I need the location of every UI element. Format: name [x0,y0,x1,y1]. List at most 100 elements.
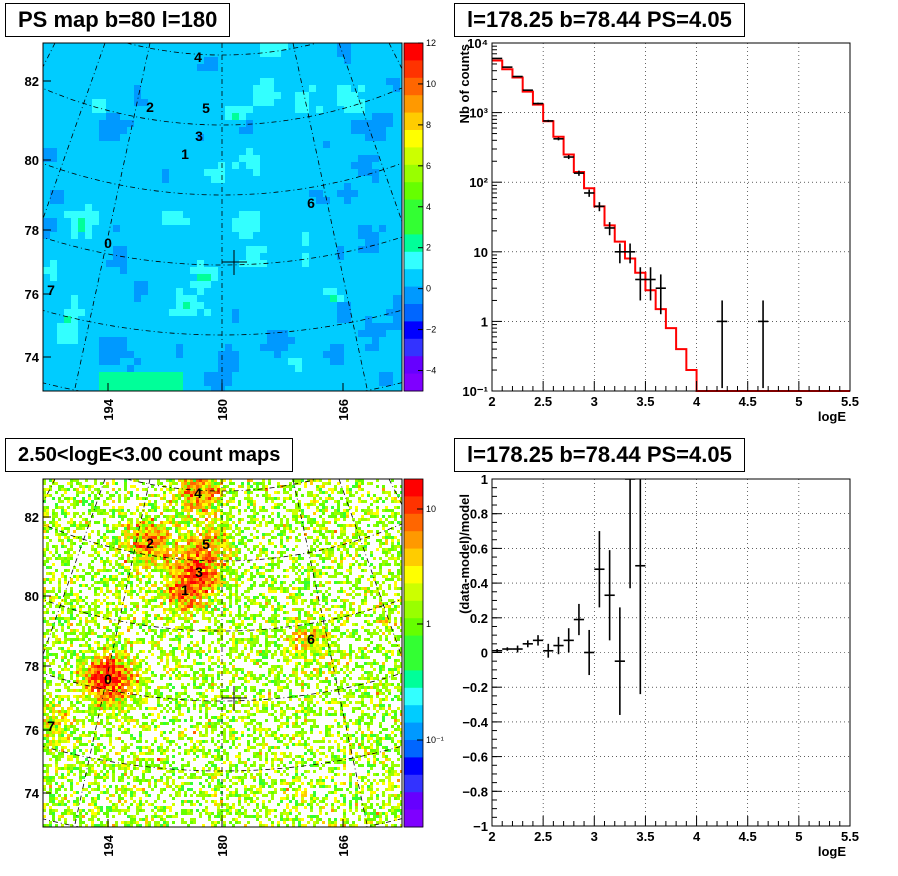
map-pixel [49,578,53,582]
map-pixel [85,788,89,792]
map-pixel [55,587,59,591]
map-pixel [155,92,163,100]
map-pixel [79,734,83,738]
map-pixel [232,190,240,198]
map-pixel [232,274,240,282]
map-pixel [169,337,177,345]
map-pixel [85,605,89,609]
map-pixel [73,629,77,633]
map-pixel [55,494,59,498]
map-pixel [239,351,247,359]
map-pixel [204,274,212,282]
colorbar-tick-label: 4 [426,202,431,212]
map-pixel [49,788,53,792]
map-pixel [73,578,77,582]
map-pixel [211,260,219,268]
map-pixel [183,372,191,380]
map-pixel [260,169,268,177]
map-pixel [323,99,331,107]
map-pixel [43,57,51,65]
map-pixel [99,141,107,149]
map-pixel [379,162,387,170]
colorbar-cell [404,356,423,374]
map-pixel [323,344,331,352]
map-pixel [73,548,77,552]
map-pixel [52,740,56,744]
map-pixel [365,43,373,51]
map-pixel [49,818,53,822]
map-pixel [82,659,86,663]
map-pixel [162,358,170,366]
map-pixel [379,225,387,233]
map-pixel [91,722,95,726]
map-pixel [85,677,89,681]
map-pixel [61,590,65,594]
map-pixel [61,761,65,765]
map-pixel [91,533,95,537]
map-pixel [127,134,135,142]
map-pixel [162,351,170,359]
map-pixel [73,749,77,753]
map-pixel [239,281,247,289]
map-pixel [55,644,59,648]
map-pixel [337,288,345,296]
map-pixel [288,190,296,198]
map-pixel [58,764,62,768]
map-pixel [393,218,401,226]
map-pixel [106,218,114,226]
map-pixel [67,590,71,594]
map-pixel [67,740,71,744]
map-pixel [64,232,72,240]
map-pixel [176,120,184,128]
map-pixel [64,632,68,636]
map-pixel [43,581,47,585]
map-pixel [337,176,345,184]
map-pixel [204,120,212,128]
map-pixel [61,638,65,642]
map-pixel [302,211,310,219]
map-pixel [58,482,62,486]
map-pixel [302,288,310,296]
map-pixel [323,281,331,289]
map-pixel [183,57,191,65]
map-pixel [127,288,135,296]
map-pixel [295,267,303,275]
map-pixel [82,671,86,675]
map-pixel [73,602,77,606]
map-pixel [225,337,233,345]
map-pixel [85,752,89,756]
map-pixel [92,253,100,261]
map-pixel [148,344,156,352]
map-pixel [94,548,98,552]
map-pixel [97,548,101,552]
map-pixel [70,707,74,711]
map-pixel [46,686,50,690]
map-pixel [134,309,142,317]
map-pixel [176,309,184,317]
map-pixel [358,288,366,296]
map-pixel [76,593,80,597]
map-pixel [49,647,53,651]
map-pixel [71,120,79,128]
map-pixel [148,386,156,394]
map-pixel [46,818,50,822]
map-pixel [79,785,83,789]
map-pixel [57,155,65,163]
map-pixel [94,560,98,564]
map-pixel [99,92,107,100]
map-pixel [61,686,65,690]
map-pixel [358,239,366,247]
map-pixel [120,330,128,338]
map-pixel [88,818,92,822]
map-pixel [169,281,177,289]
map-pixel [46,692,50,696]
map-pixel [82,605,86,609]
map-pixel [162,113,170,121]
map-pixel [155,148,163,156]
map-pixel [57,246,65,254]
map-pixel [148,211,156,219]
map-pixel [302,176,310,184]
map-pixel [79,515,83,519]
map-pixel [55,491,59,495]
map-pixel [260,204,268,212]
